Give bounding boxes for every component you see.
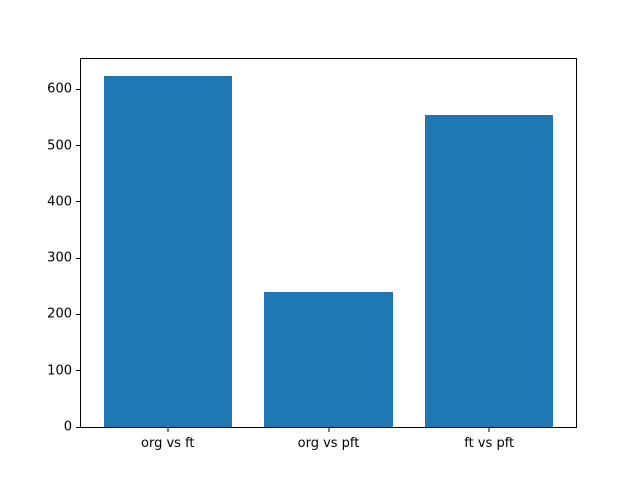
y-axis-tick-mark xyxy=(76,201,80,203)
y-axis-tick-label: 200 xyxy=(47,306,72,322)
bar-ft-vs-pft xyxy=(424,115,554,427)
y-axis-tick-mark xyxy=(76,88,80,90)
plot-area: org vs ft org vs pft ft vs pft 0 100 200 300 40… xyxy=(47,58,577,450)
x-axis-tick-mark xyxy=(488,428,490,432)
bar-org-vs-pft xyxy=(264,291,393,427)
bar-org-vs-ft xyxy=(103,76,233,427)
x-axis-tick-mark xyxy=(328,428,329,432)
x-axis-tick-label: org vs ft xyxy=(141,436,195,451)
y-axis-tick-label: 600 xyxy=(47,81,72,97)
y-axis-tick-label: 500 xyxy=(47,138,72,154)
x-axis-tick-label: ft vs pft xyxy=(464,436,515,451)
y-axis-tick-mark xyxy=(76,313,80,315)
x-axis-tick-mark xyxy=(167,428,169,432)
y-axis-tick-mark xyxy=(76,370,80,372)
y-axis-tick-label: 300 xyxy=(47,250,72,266)
y-axis-tick-mark xyxy=(76,426,80,428)
x-axis-tick-label: org vs pft xyxy=(297,436,360,451)
y-axis-tick-label: 0 xyxy=(63,419,72,435)
y-axis-tick-mark xyxy=(76,145,80,147)
y-axis-tick-label: 100 xyxy=(47,363,72,379)
y-axis-tick-mark xyxy=(76,257,80,259)
y-axis-tick-label: 400 xyxy=(47,194,72,210)
